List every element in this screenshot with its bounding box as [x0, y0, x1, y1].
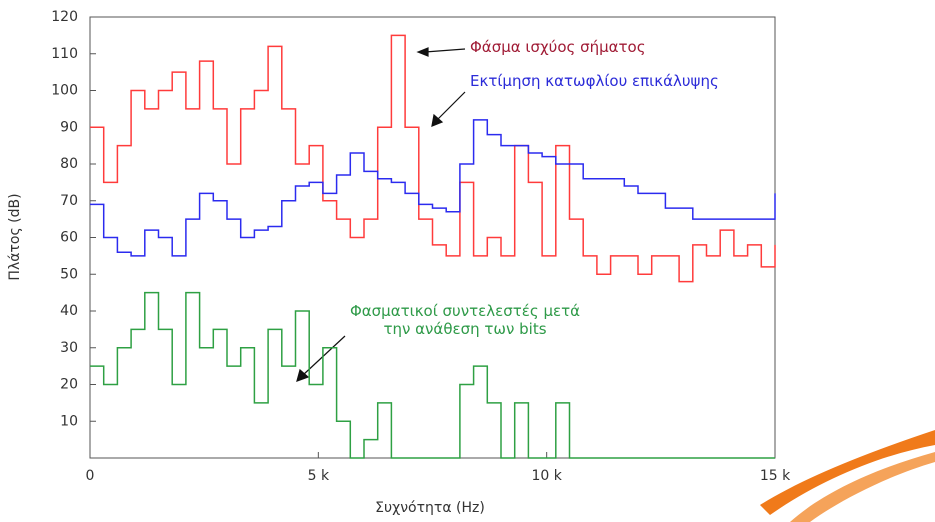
y-tick-label: 30 — [60, 340, 78, 356]
y-tick-label: 40 — [60, 303, 78, 319]
arrow — [302, 335, 346, 376]
y-tick-label: 100 — [51, 83, 78, 99]
series-line — [90, 34, 776, 283]
series-label: Φάσμα ισχύος σήματος — [470, 38, 646, 56]
decor — [760, 430, 935, 515]
y-axis-label: Πλάτος (dB) — [7, 193, 23, 280]
x-tick-label: 5 k — [308, 468, 330, 484]
series-label: Φασματικοί συντελεστές μετά την ανάθεση … — [349, 302, 581, 338]
y-tick-label: 50 — [60, 266, 78, 282]
y-tick-label: 90 — [60, 119, 78, 135]
y-tick-label: 110 — [51, 46, 78, 62]
x-axis-label: Συχνότητα (Hz) — [375, 500, 485, 516]
y-tick-label: 10 — [60, 413, 78, 429]
series-label: Εκτίμηση κατωφλίου επικάλυψης — [470, 72, 719, 90]
y-tick-label: 120 — [51, 9, 78, 25]
x-tick-label: 15 k — [760, 468, 791, 484]
arrow — [424, 48, 466, 53]
y-tick-label: 20 — [60, 377, 78, 393]
series-line — [90, 291, 775, 459]
arrowhead — [431, 113, 444, 127]
y-tick-label: 80 — [60, 156, 78, 172]
arrowhead — [296, 368, 310, 382]
decor — [790, 452, 935, 522]
y-tick-label: 60 — [60, 230, 78, 246]
x-tick-label: 10 k — [531, 468, 562, 484]
x-tick-label: 0 — [86, 468, 95, 484]
arrowhead — [416, 47, 429, 57]
series-line — [90, 119, 776, 257]
arrow — [436, 91, 466, 121]
y-tick-label: 70 — [60, 193, 78, 209]
